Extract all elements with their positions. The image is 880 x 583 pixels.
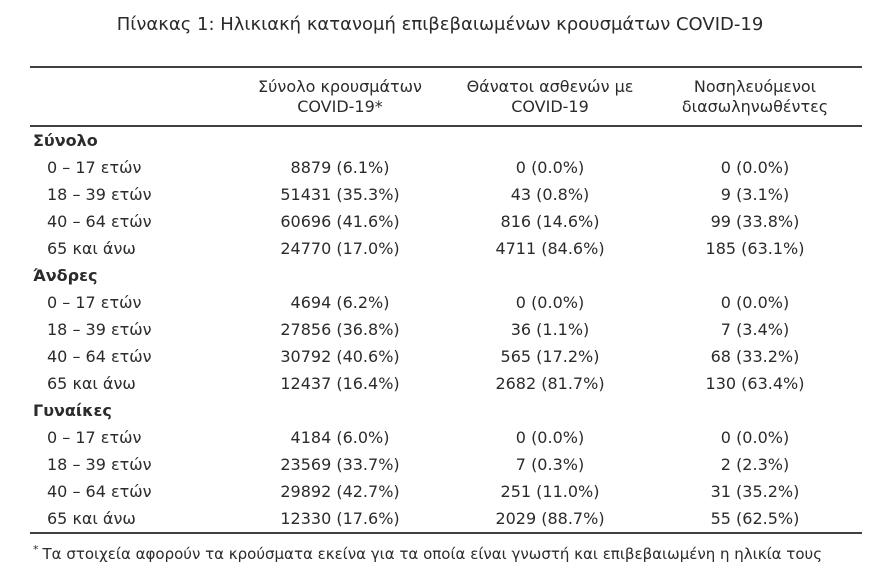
header-deaths-line2: COVID-19 bbox=[511, 96, 589, 116]
intubated-value: 31 (35.2%) bbox=[710, 482, 800, 501]
cases-value: 4694 (6.2%) bbox=[290, 293, 390, 312]
header-deaths: Θάνατοι ασθενών με COVID-19 bbox=[452, 67, 648, 126]
section-row-men: Άνδρες bbox=[30, 262, 862, 289]
header-total-cases: Σύνολο κρουσμάτων COVID-19* bbox=[228, 67, 452, 126]
intubated-value: 0 (0.0%) bbox=[720, 158, 790, 177]
table-row: 40 – 64 ετών 29892 (42.7%) 251 (11.0%) 3… bbox=[30, 478, 862, 505]
cases-value: 24770 (17.0%) bbox=[280, 239, 400, 258]
deaths-value: 4711 (84.6%) bbox=[495, 239, 605, 258]
footnote-asterisk: * bbox=[33, 543, 39, 556]
deaths-value: 43 (0.8%) bbox=[510, 185, 590, 204]
age-label: 65 και άνω bbox=[47, 239, 136, 258]
deaths-value: 0 (0.0%) bbox=[515, 428, 585, 447]
header-empty-cell bbox=[30, 67, 228, 126]
intubated-value: 185 (63.1%) bbox=[705, 239, 805, 258]
intubated-value: 55 (62.5%) bbox=[710, 509, 800, 528]
table-row: 18 – 39 ετών 23569 (33.7%) 7 (0.3%) 2 (2… bbox=[30, 451, 862, 478]
age-label: 65 και άνω bbox=[47, 509, 136, 528]
cases-value: 4184 (6.0%) bbox=[290, 428, 390, 447]
section-label-men: Άνδρες bbox=[33, 266, 98, 285]
header-row: Σύνολο κρουσμάτων COVID-19* Θάνατοι ασθε… bbox=[30, 67, 862, 126]
cases-value: 12437 (16.4%) bbox=[280, 374, 400, 393]
deaths-value: 565 (17.2%) bbox=[500, 347, 600, 366]
cases-value: 60696 (41.6%) bbox=[280, 212, 400, 231]
cases-value: 30792 (40.6%) bbox=[280, 347, 400, 366]
table-row: 18 – 39 ετών 27856 (36.8%) 36 (1.1%) 7 (… bbox=[30, 316, 862, 343]
intubated-value: 130 (63.4%) bbox=[705, 374, 805, 393]
table-title: Πίνακας 1: Ηλικιακή κατανομή επιβεβαιωμέ… bbox=[116, 14, 764, 35]
table-row: 0 – 17 ετών 4694 (6.2%) 0 (0.0%) 0 (0.0%… bbox=[30, 289, 862, 316]
table-row: 0 – 17 ετών 8879 (6.1%) 0 (0.0%) 0 (0.0%… bbox=[30, 154, 862, 181]
footnote: * Τα στοιχεία αφορούν τα κρούσματα εκείνα… bbox=[33, 540, 880, 564]
age-label: 40 – 64 ετών bbox=[47, 482, 152, 501]
deaths-value: 0 (0.0%) bbox=[515, 158, 585, 177]
age-label: 65 και άνω bbox=[47, 374, 136, 393]
header-total-cases-line2: COVID-19* bbox=[297, 96, 383, 116]
intubated-value: 9 (3.1%) bbox=[720, 185, 790, 204]
cases-value: 29892 (42.7%) bbox=[280, 482, 400, 501]
page: Πίνακας 1: Ηλικιακή κατανομή επιβεβαιωμέ… bbox=[0, 13, 880, 564]
intubated-value: 0 (0.0%) bbox=[720, 293, 790, 312]
age-label: 40 – 64 ετών bbox=[47, 212, 152, 231]
intubated-value: 0 (0.0%) bbox=[720, 428, 790, 447]
deaths-value: 7 (0.3%) bbox=[515, 455, 585, 474]
cases-value: 23569 (33.7%) bbox=[280, 455, 400, 474]
intubated-value: 99 (33.8%) bbox=[710, 212, 800, 231]
header-deaths-line1: Θάνατοι ασθενών με bbox=[466, 76, 634, 96]
intubated-value: 2 (2.3%) bbox=[720, 455, 790, 474]
age-label: 0 – 17 ετών bbox=[47, 293, 142, 312]
age-label: 18 – 39 ετών bbox=[47, 320, 152, 339]
section-row-women: Γυναίκες bbox=[30, 397, 862, 424]
age-label: 0 – 17 ετών bbox=[47, 158, 142, 177]
intubated-value: 68 (33.2%) bbox=[710, 347, 800, 366]
deaths-value: 36 (1.1%) bbox=[510, 320, 590, 339]
table-row: 0 – 17 ετών 4184 (6.0%) 0 (0.0%) 0 (0.0%… bbox=[30, 424, 862, 451]
section-label-women: Γυναίκες bbox=[33, 401, 112, 420]
footnote-text: Τα στοιχεία αφορούν τα κρούσματα εκείνα … bbox=[42, 545, 823, 563]
table-row: 18 – 39 ετών 51431 (35.3%) 43 (0.8%) 9 (… bbox=[30, 181, 862, 208]
deaths-value: 816 (14.6%) bbox=[500, 212, 600, 231]
cases-value: 8879 (6.1%) bbox=[290, 158, 390, 177]
cases-value: 51431 (35.3%) bbox=[280, 185, 400, 204]
table-row: 65 και άνω 12437 (16.4%) 2682 (81.7%) 13… bbox=[30, 370, 862, 397]
age-label: 18 – 39 ετών bbox=[47, 185, 152, 204]
section-row-total: Σύνολο bbox=[30, 126, 862, 154]
table-row: 65 και άνω 12330 (17.6%) 2029 (88.7%) 55… bbox=[30, 505, 862, 533]
header-intubated-line2: διασωληνωθέντες bbox=[681, 96, 829, 116]
age-label: 0 – 17 ετών bbox=[47, 428, 142, 447]
header-intubated: Νοσηλευόμενοι διασωληνωθέντες bbox=[648, 67, 862, 126]
deaths-value: 2682 (81.7%) bbox=[495, 374, 605, 393]
table-row: 65 και άνω 24770 (17.0%) 4711 (84.6%) 18… bbox=[30, 235, 862, 262]
header-intubated-line1: Νοσηλευόμενοι bbox=[693, 76, 817, 96]
intubated-value: 7 (3.4%) bbox=[720, 320, 790, 339]
cases-value: 12330 (17.6%) bbox=[280, 509, 400, 528]
header-total-cases-line1: Σύνολο κρουσμάτων bbox=[258, 76, 422, 96]
deaths-value: 251 (11.0%) bbox=[500, 482, 600, 501]
section-label-total: Σύνολο bbox=[33, 131, 98, 150]
covid-age-distribution-table: Σύνολο κρουσμάτων COVID-19* Θάνατοι ασθε… bbox=[30, 66, 862, 534]
table-row: 40 – 64 ετών 30792 (40.6%) 565 (17.2%) 6… bbox=[30, 343, 862, 370]
age-label: 40 – 64 ετών bbox=[47, 347, 152, 366]
deaths-value: 2029 (88.7%) bbox=[495, 509, 605, 528]
age-label: 18 – 39 ετών bbox=[47, 455, 152, 474]
deaths-value: 0 (0.0%) bbox=[515, 293, 585, 312]
table-row: 40 – 64 ετών 60696 (41.6%) 816 (14.6%) 9… bbox=[30, 208, 862, 235]
cases-value: 27856 (36.8%) bbox=[280, 320, 400, 339]
